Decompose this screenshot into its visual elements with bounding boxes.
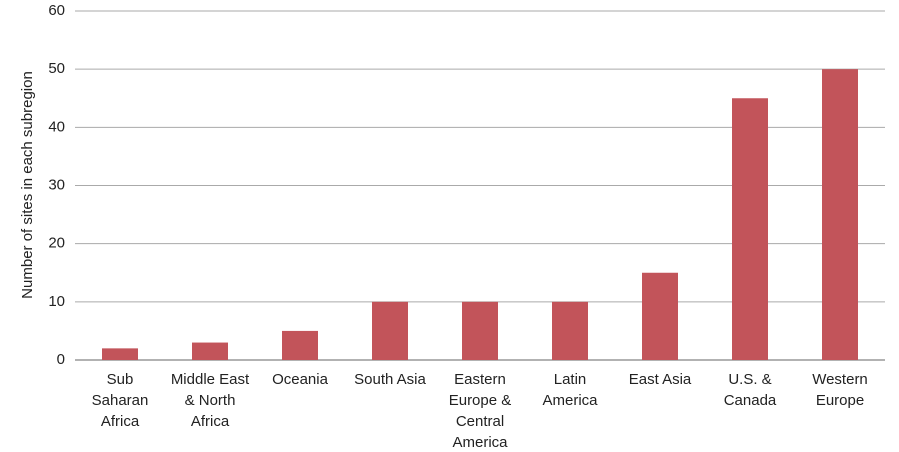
x-tick-label: Sub Saharan Africa [91,371,149,430]
x-tick-label: South Asia [354,371,426,388]
y-tick-label: 30 [48,176,65,193]
bar [822,69,858,361]
bar [102,348,138,360]
bar [732,98,768,360]
bar [462,301,498,360]
x-tick-label: Eastern Europe & Central America [448,371,512,451]
y-tick-label: 20 [48,235,65,252]
bar [642,272,678,360]
bar [192,342,228,360]
bar [372,301,408,360]
x-tick-label: East Asia [628,371,692,388]
y-tick-label: 40 [48,118,65,135]
x-tick-label: Middle East & North Africa [170,371,250,430]
y-tick-label: 10 [48,293,65,310]
bar [282,330,318,360]
y-tick-label: 0 [57,351,65,368]
y-axis-label: Number of sites in each subregion [19,71,36,299]
x-tick-label: Western Europe [812,371,868,409]
x-tick-label: Latin America [542,371,598,409]
y-tick-label: 60 [48,2,65,19]
y-tick-label: 50 [48,60,65,77]
x-tick-label: U.S. & Canada [723,371,777,409]
x-tick-label: Oceania [272,371,328,388]
bar [552,301,588,360]
